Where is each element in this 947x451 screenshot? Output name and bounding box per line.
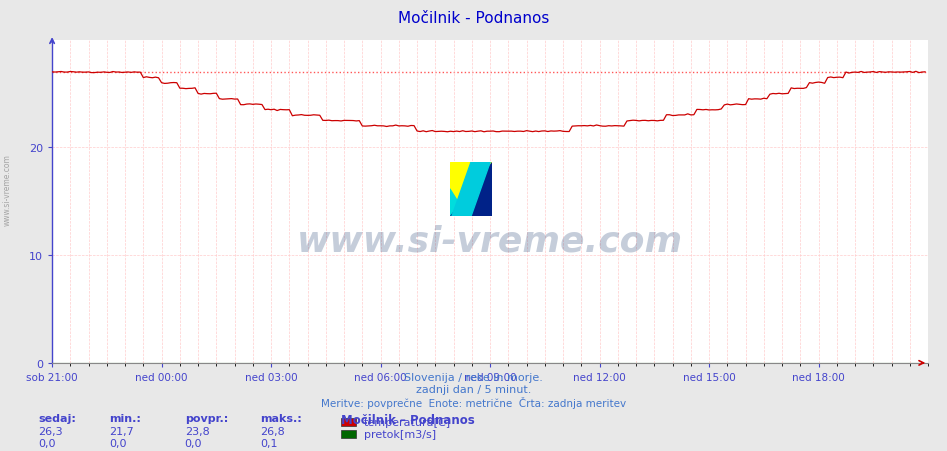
Text: Močilnik - Podnanos: Močilnik - Podnanos xyxy=(398,11,549,26)
Text: Slovenija / reke in morje.: Slovenija / reke in morje. xyxy=(404,372,543,382)
Text: 0,1: 0,1 xyxy=(260,438,277,448)
Text: Močilnik – Podnanos: Močilnik – Podnanos xyxy=(341,413,474,426)
Text: pretok[m3/s]: pretok[m3/s] xyxy=(364,429,436,439)
Text: www.si-vreme.com: www.si-vreme.com xyxy=(3,153,12,226)
Text: min.:: min.: xyxy=(109,413,141,423)
Polygon shape xyxy=(452,162,491,216)
Text: Meritve: povprečne  Enote: metrične  Črta: zadnja meritev: Meritve: povprečne Enote: metrične Črta:… xyxy=(321,396,626,409)
Text: zadnji dan / 5 minut.: zadnji dan / 5 minut. xyxy=(416,384,531,394)
Polygon shape xyxy=(450,162,492,216)
Text: 21,7: 21,7 xyxy=(109,426,134,436)
Text: 0,0: 0,0 xyxy=(38,438,55,448)
Text: 0,0: 0,0 xyxy=(185,438,202,448)
Text: www.si-vreme.com: www.si-vreme.com xyxy=(297,224,683,258)
Text: 0,0: 0,0 xyxy=(109,438,126,448)
Polygon shape xyxy=(450,189,467,216)
Text: maks.:: maks.: xyxy=(260,413,302,423)
Polygon shape xyxy=(450,162,492,216)
Text: 26,3: 26,3 xyxy=(38,426,63,436)
Text: povpr.:: povpr.: xyxy=(185,413,228,423)
Text: sedaj:: sedaj: xyxy=(38,413,76,423)
Text: temperatura[C]: temperatura[C] xyxy=(364,417,451,427)
Text: 23,8: 23,8 xyxy=(185,426,209,436)
Text: 26,8: 26,8 xyxy=(260,426,285,436)
